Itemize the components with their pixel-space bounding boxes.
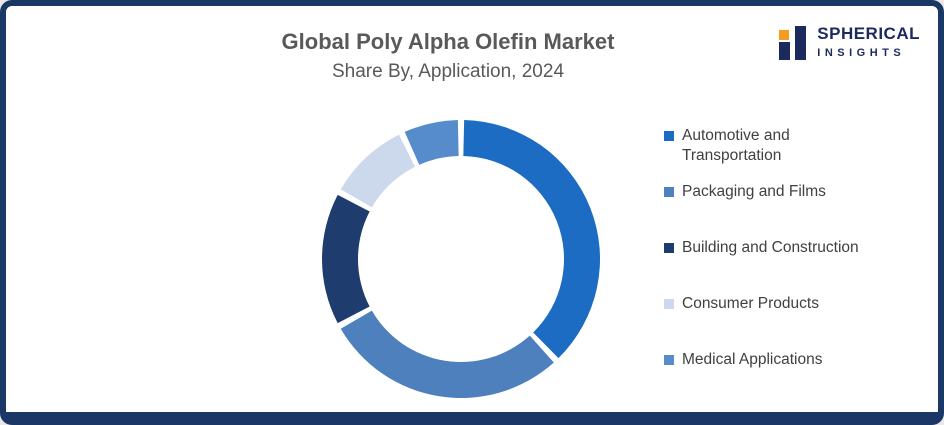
- legend-label: Medical Applications: [682, 351, 823, 368]
- spherical-insights-logo: SPHERICAL INSIGHTS: [777, 22, 920, 62]
- logo-orange-dot: [779, 30, 790, 40]
- logo-bar-chart-icon: [777, 22, 809, 62]
- legend-item: Automotive and Transportation: [664, 126, 904, 182]
- donut-chart: [322, 120, 600, 399]
- legend-label: Consumer Products: [682, 295, 819, 312]
- legend-marker: [664, 299, 674, 309]
- donut-segment: [463, 120, 600, 359]
- legend-marker: [664, 243, 674, 253]
- legend-item: Packaging and Films: [664, 182, 904, 238]
- donut-chart-area: [320, 118, 602, 400]
- legend-marker: [664, 187, 674, 197]
- logo-line1: SPHERICAL: [817, 24, 920, 44]
- chart-title: Global Poly Alpha Olefin Market: [281, 29, 615, 54]
- donut-segment: [322, 194, 370, 324]
- logo-line2: INSIGHTS: [817, 46, 906, 59]
- legend-marker: [664, 355, 674, 365]
- legend-marker: [664, 131, 674, 141]
- donut-segment: [340, 134, 416, 208]
- legend-label: Packaging and Films: [682, 183, 826, 200]
- logo-short-bar: [779, 42, 791, 60]
- logo-tall-bar: [795, 26, 807, 60]
- chart-subtitle: Share By, Application, 2024: [331, 60, 565, 82]
- legend-label: Building and Construction: [682, 239, 859, 256]
- legend-label: Automotive and Transportation: [682, 127, 790, 165]
- donut-segment: [340, 310, 554, 399]
- legend-item: Consumer Products: [664, 294, 904, 350]
- legend-item: Building and Construction: [664, 238, 904, 294]
- legend: Automotive and Transportation Packaging …: [664, 126, 904, 406]
- legend-item: Medical Applications: [664, 350, 904, 406]
- chart-header: Global Poly Alpha Olefin Market Share By…: [6, 28, 890, 84]
- logo-text: SPHERICAL INSIGHTS: [817, 24, 920, 59]
- donut-segment: [404, 120, 459, 165]
